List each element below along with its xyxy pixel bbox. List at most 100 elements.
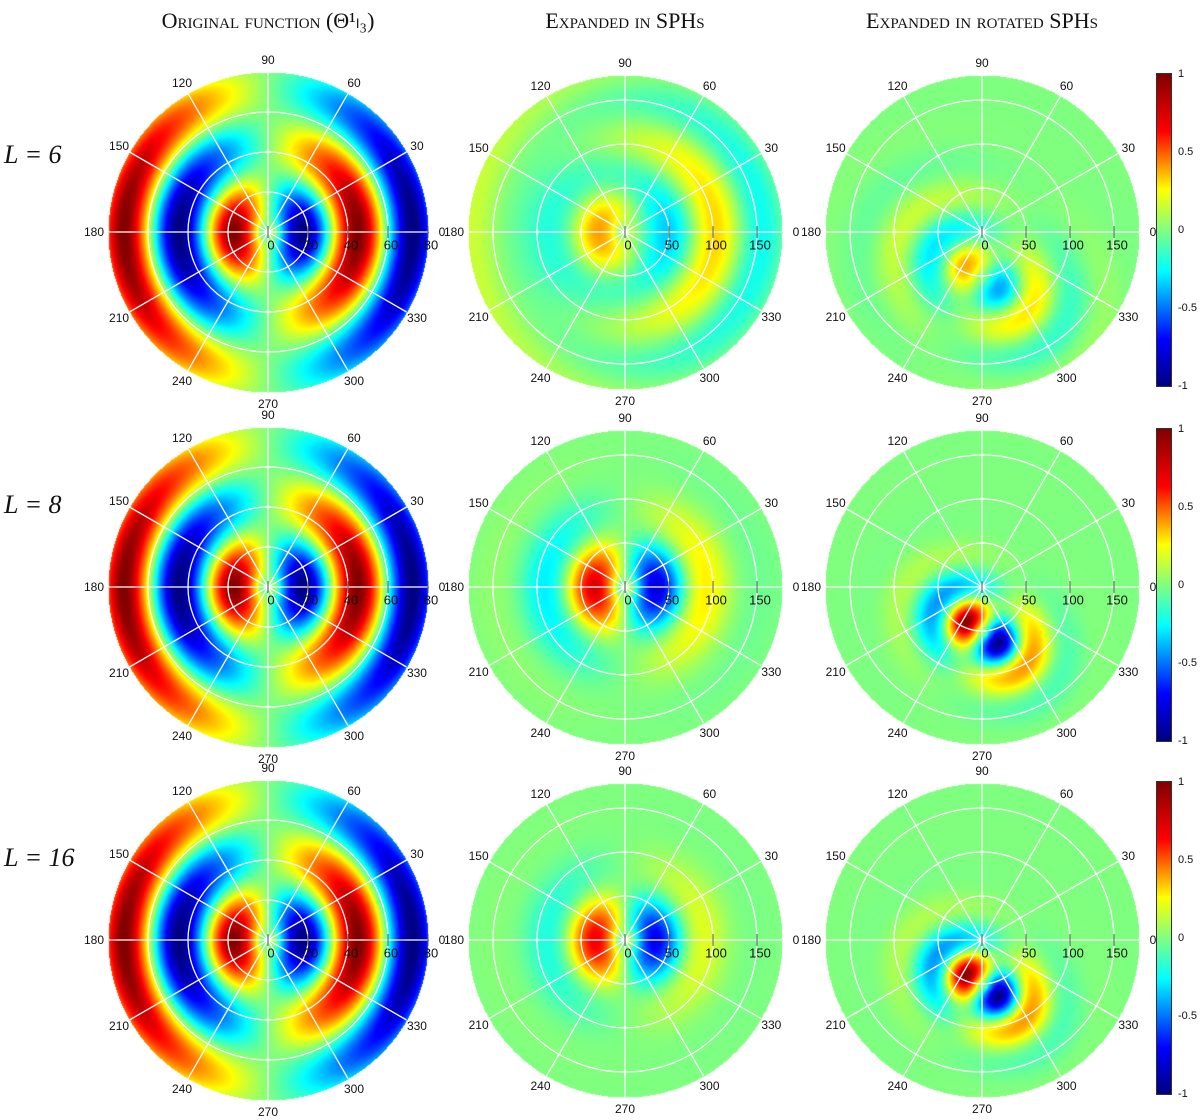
angular-tick-label: 240 (171, 728, 193, 743)
angular-tick-label: 120 (887, 433, 908, 448)
angular-tick-label: 270 (971, 749, 993, 763)
angular-tick-label: 300 (1056, 1079, 1077, 1094)
radial-tick-label: 150 (1106, 592, 1128, 608)
angular-tick-label: 60 (347, 784, 361, 799)
angular-tick-label: 240 (530, 1079, 551, 1094)
angular-tick-label: 30 (1121, 495, 1136, 510)
angular-tick-label: 210 (825, 309, 846, 324)
angular-tick-label: 60 (347, 431, 361, 446)
angular-tick-label: 270 (257, 1105, 279, 1119)
radial-tick-label: 100 (705, 592, 727, 608)
angular-tick-label: 270 (614, 749, 636, 763)
angular-tick-label: 270 (614, 1102, 636, 1116)
colorbar-tick-label: 0 (1178, 224, 1185, 236)
angular-tick-label: 0 (1149, 933, 1157, 947)
angular-gridline (624, 507, 762, 588)
angular-gridline (267, 506, 407, 588)
angular-tick-label: 180 (443, 225, 465, 239)
angular-gridline (488, 939, 626, 1020)
angular-gridline (267, 93, 349, 233)
angular-tick-label: 120 (171, 431, 193, 446)
angular-tick-label: 330 (1118, 309, 1139, 324)
angular-gridline (545, 939, 626, 1077)
angular-tick-label: 330 (406, 666, 427, 680)
radial-tick-label: 60 (383, 592, 399, 608)
angular-tick-label: 150 (825, 848, 846, 863)
angular-gridline (981, 507, 1119, 588)
angular-gridline (267, 231, 349, 371)
angular-tick-label: 300 (343, 1081, 365, 1096)
colorbar-tick-label: 1 (1178, 68, 1185, 80)
colorbar-tick-label: 0 (1178, 932, 1185, 944)
angular-tick-label: 270 (971, 394, 993, 408)
radial-tick-label: 100 (705, 945, 727, 961)
angular-tick-label: 60 (1059, 78, 1074, 93)
radial-tick-label: 0 (267, 945, 275, 961)
angular-tick-label: 150 (825, 495, 846, 510)
angular-tick-label: 300 (1056, 726, 1077, 741)
angular-gridline (981, 450, 1062, 588)
angular-tick-label: 240 (171, 1081, 193, 1096)
angular-gridline (129, 151, 269, 233)
polar-grid (108, 72, 429, 392)
angular-gridline (624, 939, 762, 1020)
angular-gridline (488, 586, 626, 667)
angular-tick-label: 120 (530, 786, 551, 801)
angular-gridline (187, 448, 269, 588)
angular-gridline (545, 586, 626, 724)
angular-gridline (187, 939, 269, 1079)
angular-gridline (845, 152, 983, 233)
angular-gridline (624, 95, 705, 233)
polar-panel-sph-l6: 0 30 60 90 120 150 180 210 240 270 300 330 0 50 100 150 (443, 52, 805, 412)
polar-grid (468, 430, 782, 744)
angular-tick-label: 150 (109, 847, 130, 861)
colorbar (1156, 73, 1172, 387)
angular-gridline (267, 151, 407, 233)
angular-gridline (129, 231, 269, 313)
angular-tick-label: 210 (109, 666, 130, 680)
angular-gridline (624, 860, 762, 941)
angular-tick-label: 60 (1059, 786, 1074, 801)
radial-tick-label: 100 (1062, 945, 1084, 961)
polar-panel-rotated-sph-l8: 0 30 60 90 120 150 180 210 240 270 300 330 0 50 100 150 (801, 407, 1162, 767)
row-label-l16: L = 16 (4, 843, 75, 872)
radial-tick-label: 60 (383, 945, 399, 961)
angular-tick-label: 330 (406, 311, 427, 325)
angular-tick-label: 0 (792, 580, 800, 594)
angular-tick-label: 210 (825, 1017, 846, 1032)
angular-tick-label: 300 (699, 1079, 720, 1094)
column-title-rotated-sph: Expanded in rotated SPHs (866, 8, 1098, 33)
colorbar-tick-label: 0.5 (1178, 854, 1194, 866)
angular-tick-label: 30 (410, 494, 424, 508)
polar-grid (825, 75, 1139, 389)
angular-tick-label: 300 (343, 728, 365, 743)
angular-tick-label: 330 (1118, 1017, 1139, 1032)
angular-gridline (624, 231, 705, 369)
angular-tick-label: 60 (702, 786, 717, 801)
colorbar-tick-label: 1 (1178, 776, 1185, 788)
angular-gridline (187, 586, 269, 726)
angular-gridline (545, 803, 626, 941)
angular-gridline (267, 231, 407, 313)
angular-tick-label: 60 (702, 78, 717, 93)
angular-gridline (267, 939, 407, 1021)
angular-tick-label: 180 (83, 933, 105, 947)
radial-tick-label: 150 (749, 237, 771, 253)
angular-tick-label: 180 (800, 225, 822, 239)
angular-gridline (845, 939, 983, 1020)
angular-gridline (624, 586, 762, 667)
column-title-sph: Expanded in SPHs (545, 8, 705, 33)
angular-gridline (981, 231, 1062, 369)
angular-tick-label: 0 (438, 225, 446, 239)
angular-tick-label: 30 (764, 140, 779, 155)
colorbar (1156, 428, 1172, 742)
angular-tick-label: 330 (761, 309, 782, 324)
angular-tick-label: 60 (702, 433, 717, 448)
angular-gridline (981, 939, 1119, 1020)
angular-tick-label: 30 (410, 847, 424, 861)
angular-tick-label: 270 (971, 1102, 993, 1116)
radial-tick-label: 150 (749, 592, 771, 608)
angular-gridline (981, 586, 1119, 667)
radial-tick-label: 150 (1106, 945, 1128, 961)
angular-tick-label: 210 (109, 1019, 130, 1033)
